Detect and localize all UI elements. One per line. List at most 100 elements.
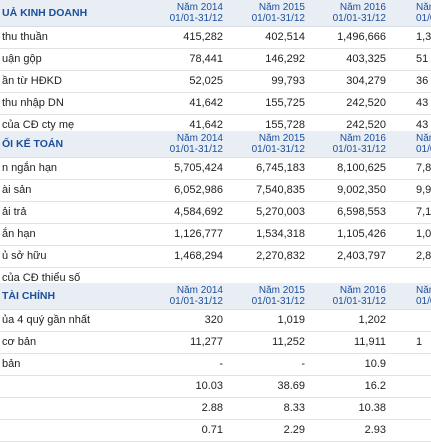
cell-value: 1,534,318 [256,228,305,240]
row-label: n ngắn hạn [2,162,58,174]
table-row: cơ bản 11,277 11,252 11,911 1 [0,332,431,354]
column-header: Năm 2014 01/01-31/12 [170,285,223,307]
table-row: uận gộp 78,441 146,292 403,325 51 [0,49,431,71]
cell-value: 99,793 [271,75,305,87]
section-header: TÀI CHÍNH Năm 2014 01/01-31/12 Năm 2015 01/0… [0,283,431,310]
column-year: Năm 2015 [258,133,305,144]
cell-value: 78,441 [189,53,223,65]
table-row: 0.71 2.29 2.93 [0,420,431,442]
cell-value: 1,496,666 [337,31,386,43]
column-year: Năm 2015 [258,2,305,13]
cell-value: 1,105,426 [337,228,386,240]
column-header: Năm 2001/01-3 [416,285,431,307]
row-label: ải trả [2,206,27,218]
section-header: UẢ KINH DOANH Năm 2014 01/01-31/12 Năm 2015… [0,0,431,27]
row-label: ần từ HĐKD [2,75,62,87]
row-label: uận gộp [2,53,42,65]
column-year: Năm 2016 [339,133,386,144]
cell-value: 146,292 [265,53,305,65]
cell-value: 7,540,835 [256,184,305,196]
cell-value: 415,282 [183,31,223,43]
table-row: ắn hạn 1,126,777 1,534,318 1,105,426 1,08 [0,224,431,246]
cell-value: 403,325 [346,53,386,65]
cell-value: 43 [416,97,429,109]
table-row: n ngắn hạn 5,705,424 6,745,183 8,100,625 7,8… [0,158,431,180]
cell-value: 11,252 [272,336,305,348]
cell-value: 8.33 [283,402,305,414]
cell-value: 402,514 [265,31,305,43]
cell-value: 11,911 [353,336,386,348]
cell-value: 10.03 [195,380,223,392]
cell-value: 7,12 [416,206,431,218]
table-row: thu nhập DN 41,642 155,725 242,520 43 [0,93,431,115]
cell-value: 1,468,294 [174,250,223,262]
column-period: 01/01-31/12 [251,144,305,155]
section-title: UẢ KINH DOANH [2,7,88,19]
column-period: 01/01-3 [416,296,431,307]
cell-value: 16.2 [364,380,386,392]
cell-value: 8,100,625 [337,162,386,174]
cell-value: 41,642 [189,97,223,109]
column-year: Năm 2016 [339,285,386,296]
cell-value: 2.29 [283,424,305,436]
cell-value: 41,642 [189,119,223,131]
cell-value: 7,86 [416,162,431,174]
cell-value: 1,126,777 [174,228,223,240]
cell-value: 5,705,424 [174,162,223,174]
column-header: Năm 2001/01-3 [416,2,431,24]
cell-value: 9,002,350 [337,184,386,196]
column-header: Năm 2016 01/01-31/12 [333,285,386,307]
cell-value: 5,270,003 [256,206,305,218]
cell-value: 1,202 [358,314,386,326]
cell-value: 2,403,797 [337,250,386,262]
cell-value: 43 [416,119,429,131]
cell-value: 9,94 [416,184,431,196]
column-year: Năm 2015 [258,285,305,296]
cell-value: - [301,358,305,370]
column-year: Năm 2016 [339,2,386,13]
section-title: TÀI CHÍNH [2,290,56,302]
cell-value: - [219,358,223,370]
cell-value: 6,745,183 [256,162,305,174]
column-period: 01/01-31/12 [169,296,223,307]
cell-value: 1,32 [416,31,431,43]
column-period: 01/01-3 [416,13,431,24]
table-row: ải trả 4,584,692 5,270,003 6,598,553 7,12 [0,202,431,224]
section-title: ỐI KẾ TOÁN [2,138,64,150]
section-2: TÀI CHÍNH Năm 2014 01/01-31/12 Năm 2015 01/0… [0,283,431,442]
column-period: 01/01-31/12 [251,13,305,24]
table-row: 10.03 38.69 16.2 [0,376,431,398]
column-year: Năm 2014 [176,285,223,296]
column-year: Năm 20 [416,285,431,296]
cell-value: 2,270,832 [256,250,305,262]
row-label: ắn hạn [2,228,36,240]
row-label: bản [2,358,21,370]
cell-value: 304,279 [346,75,386,87]
cell-value: 10.9 [364,358,386,370]
cell-value: 10.38 [358,402,386,414]
column-period: 01/01-31/12 [169,144,223,155]
cell-value: 4,584,692 [174,206,223,218]
column-period: 01/01-31/12 [332,144,386,155]
column-header: Năm 2014 01/01-31/12 [170,133,223,155]
column-header: Năm 2015 01/01-31/12 [252,133,305,155]
column-period: 01/01-3 [416,144,431,155]
cell-value: 11,277 [190,336,223,348]
cell-value: 2,82 [416,250,431,262]
column-header: Năm 2001/01-3 [416,133,431,155]
cell-value: 320 [204,314,223,326]
cell-value: 6,052,986 [174,184,223,196]
column-year: Năm 20 [416,133,431,144]
column-header: Năm 2014 01/01-31/12 [170,2,223,24]
cell-value: 2.88 [201,402,223,414]
column-period: 01/01-31/12 [332,296,386,307]
column-period: 01/01-31/12 [251,296,305,307]
cell-value: 38.69 [277,380,305,392]
cell-value: 2.93 [364,424,386,436]
section-0: UẢ KINH DOANH Năm 2014 01/01-31/12 Năm 2015… [0,0,431,137]
column-year: Năm 2014 [176,133,223,144]
row-label: ủa 4 quý gần nhất [2,314,91,326]
section-1: ỐI KẾ TOÁN Năm 2014 01/01-31/12 Năm 2015 01/… [0,131,431,290]
column-header: Năm 2016 01/01-31/12 [333,2,386,24]
row-label: thu thuần [2,31,48,43]
